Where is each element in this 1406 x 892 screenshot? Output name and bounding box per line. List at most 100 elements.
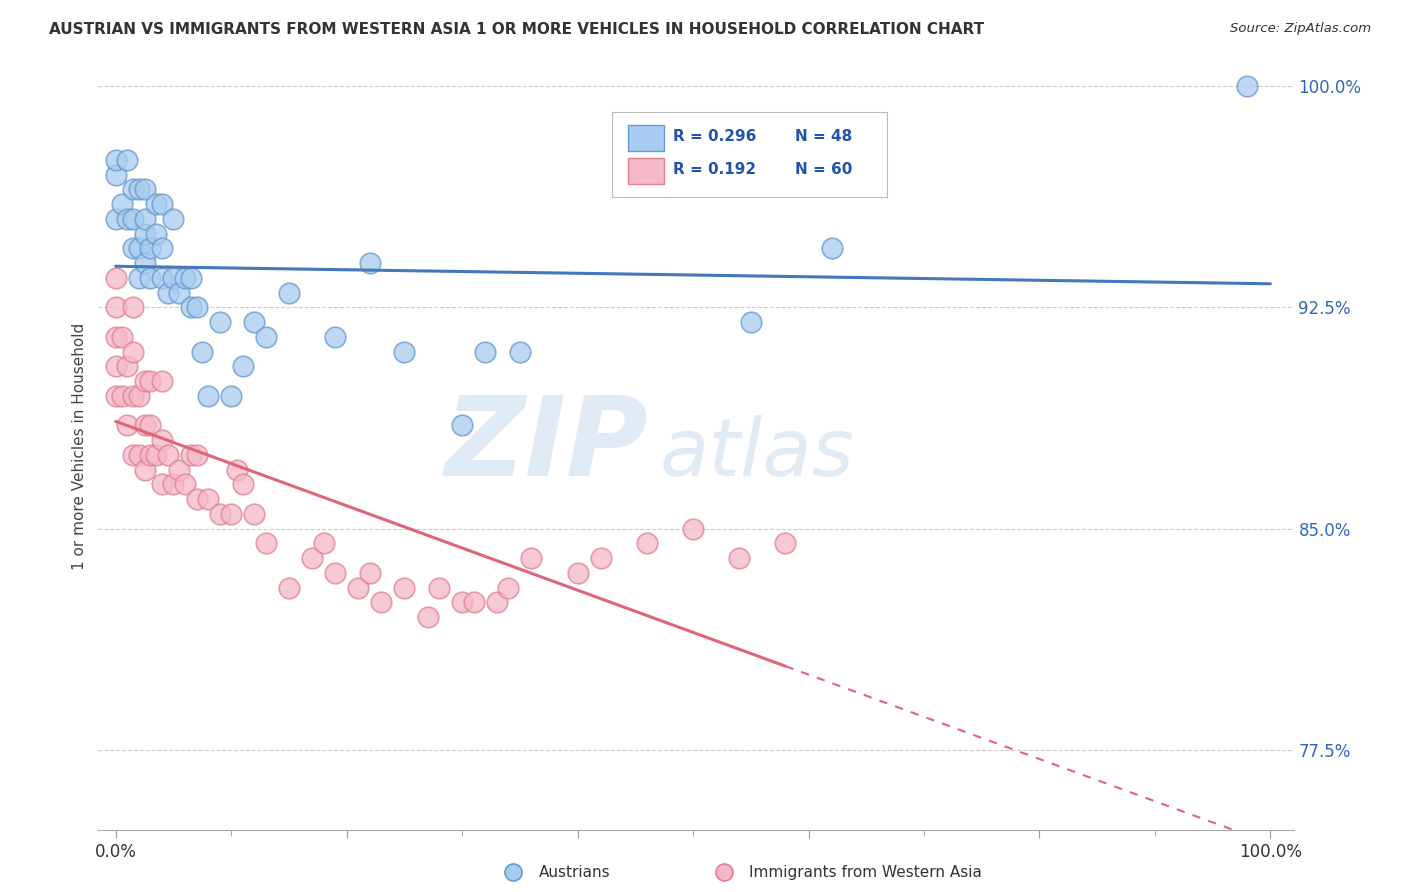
- Point: [186, 301, 208, 315]
- Point: [150, 197, 173, 211]
- Point: [128, 182, 150, 196]
- Point: [174, 477, 197, 491]
- Point: [156, 285, 179, 300]
- Point: [134, 418, 156, 433]
- Point: [104, 168, 127, 182]
- Point: [254, 536, 277, 550]
- Point: [117, 418, 139, 433]
- Point: [122, 241, 145, 255]
- Y-axis label: 1 or more Vehicles in Household: 1 or more Vehicles in Household: [72, 322, 87, 570]
- Point: [110, 197, 132, 211]
- Point: [312, 536, 335, 550]
- Point: [359, 566, 381, 580]
- Point: [174, 270, 197, 285]
- Point: [139, 270, 162, 285]
- Point: [150, 477, 173, 491]
- Point: [104, 301, 127, 315]
- Point: [122, 344, 145, 359]
- Point: [122, 211, 145, 226]
- Point: [104, 359, 127, 374]
- Point: [636, 536, 658, 550]
- Point: [134, 374, 156, 388]
- Point: [134, 256, 156, 270]
- FancyBboxPatch shape: [628, 126, 664, 151]
- Point: [232, 359, 254, 374]
- Point: [122, 389, 145, 403]
- Text: Source: ZipAtlas.com: Source: ZipAtlas.com: [1230, 22, 1371, 36]
- Point: [186, 448, 208, 462]
- Point: [186, 492, 208, 507]
- Point: [150, 374, 173, 388]
- Point: [463, 595, 485, 609]
- Point: [243, 315, 266, 329]
- FancyBboxPatch shape: [628, 158, 664, 184]
- Point: [128, 270, 150, 285]
- Text: AUSTRIAN VS IMMIGRANTS FROM WESTERN ASIA 1 OR MORE VEHICLES IN HOUSEHOLD CORRELA: AUSTRIAN VS IMMIGRANTS FROM WESTERN ASIA…: [49, 22, 984, 37]
- Point: [150, 433, 173, 447]
- Point: [197, 389, 219, 403]
- Point: [162, 270, 184, 285]
- Point: [139, 448, 162, 462]
- Text: Austrians: Austrians: [538, 865, 610, 880]
- Point: [150, 241, 173, 255]
- Point: [122, 448, 145, 462]
- Point: [427, 581, 450, 595]
- Text: ZIP: ZIP: [444, 392, 648, 500]
- Point: [567, 566, 589, 580]
- Point: [162, 211, 184, 226]
- Point: [323, 330, 346, 344]
- Point: [394, 581, 416, 595]
- Point: [254, 330, 277, 344]
- Point: [104, 211, 127, 226]
- Point: [117, 153, 139, 167]
- Point: [134, 227, 156, 241]
- Point: [208, 507, 231, 521]
- Point: [156, 448, 179, 462]
- Point: [394, 344, 416, 359]
- Point: [122, 182, 145, 196]
- Text: N = 48: N = 48: [796, 129, 852, 145]
- Point: [104, 330, 127, 344]
- Point: [104, 153, 127, 167]
- Point: [128, 241, 150, 255]
- Text: N = 60: N = 60: [796, 162, 852, 178]
- Point: [180, 301, 202, 315]
- Point: [139, 241, 162, 255]
- Point: [180, 270, 202, 285]
- Point: [370, 595, 392, 609]
- Point: [145, 227, 167, 241]
- Point: [243, 507, 266, 521]
- Point: [145, 448, 167, 462]
- Point: [451, 418, 474, 433]
- Point: [128, 389, 150, 403]
- Point: [474, 344, 496, 359]
- Point: [820, 241, 842, 255]
- Point: [167, 285, 190, 300]
- Point: [150, 270, 173, 285]
- Point: [509, 344, 531, 359]
- Point: [180, 448, 202, 462]
- Point: [416, 610, 439, 624]
- Point: [110, 330, 132, 344]
- Point: [219, 507, 242, 521]
- Point: [117, 359, 139, 374]
- Point: [1236, 78, 1258, 93]
- Point: [162, 477, 184, 491]
- Point: [117, 211, 139, 226]
- Point: [104, 270, 127, 285]
- Point: [359, 256, 381, 270]
- Point: [728, 551, 751, 566]
- Point: [145, 197, 167, 211]
- Point: [278, 285, 301, 300]
- Point: [498, 581, 520, 595]
- Point: [191, 344, 214, 359]
- Text: R = 0.296: R = 0.296: [673, 129, 756, 145]
- Text: atlas: atlas: [661, 415, 855, 492]
- Point: [219, 389, 242, 403]
- FancyBboxPatch shape: [613, 112, 887, 197]
- Text: Immigrants from Western Asia: Immigrants from Western Asia: [749, 865, 983, 880]
- Point: [682, 522, 704, 536]
- Point: [110, 389, 132, 403]
- Point: [167, 462, 190, 476]
- Point: [226, 462, 249, 476]
